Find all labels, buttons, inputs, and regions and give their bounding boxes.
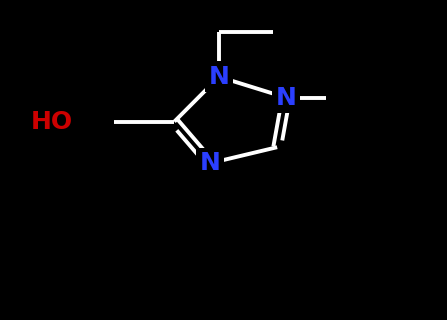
Text: HO: HO <box>30 109 72 134</box>
Text: N: N <box>276 86 296 110</box>
Text: N: N <box>200 151 220 175</box>
Text: N: N <box>209 65 229 89</box>
